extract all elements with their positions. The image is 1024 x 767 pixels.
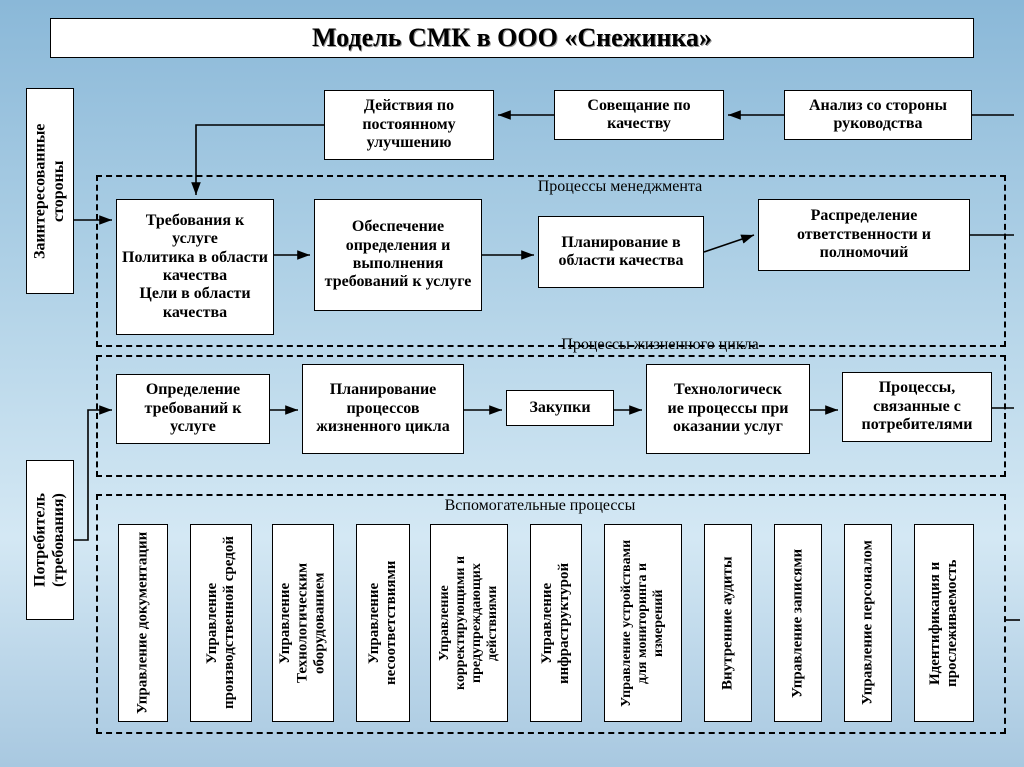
support-label-6: Управление устройствами для мониторинга … [619,529,667,717]
plan-label: Планирование процессов жизненного цикла [307,381,459,436]
support-region-label: Вспомогательные процессы [420,497,660,515]
support-box-6: Управление устройствами для мониторинга … [604,524,682,722]
diagram-title: Модель СМК в ООО «Снежинка» [50,18,974,58]
planning-label: Планирование в области качества [543,234,699,271]
responsibility-label: Распределение ответственности и полномоч… [763,207,965,262]
support-box-8: Управление записями [774,524,822,722]
support-box-7: Внутренние аудиты [704,524,752,722]
title-text: Модель СМК в ООО «Снежинка» [312,23,712,53]
define-box: Определение требований к услуге [116,374,270,444]
requirements-box: Требования к услуге Политика в области к… [116,199,274,335]
tech-box: Технологическ ие процессы при оказании у… [646,364,810,454]
tech-label: Технологическ ие процессы при оказании у… [651,381,805,436]
analysis-label: Анализ со стороны руководства [789,97,967,134]
support-label-1: Управление производственной средой [204,529,239,717]
support-label-4: Управление корректирующими и предупрежда… [437,529,501,717]
support-label-9: Управление персоналом [859,541,876,706]
improvement-label: Действия по постоянному улучшению [329,97,489,152]
support-box-0: Управление документации [118,524,168,722]
support-box-3: Управление несоответствиями [356,524,410,722]
support-box-9: Управление персоналом [844,524,892,722]
plan-box: Планирование процессов жизненного цикла [302,364,464,454]
support-label-7: Внутренние аудиты [719,556,736,690]
provision-label: Обеспечение определения и выполнения тре… [319,218,477,292]
support-label-5: Управление инфраструктурой [539,529,574,717]
improvement-box: Действия по постоянному улучшению [324,90,494,160]
support-label-2: Управление Технологическим оборудованием [277,529,329,717]
support-box-1: Управление производственной средой [190,524,252,722]
stakeholders-box: Заинтересованные стороны [26,88,74,294]
support-label-0: Управление документации [134,532,151,714]
management-region-label: Процессы менеджмента [520,178,720,196]
purchase-label: Закупки [529,399,590,417]
lifecycle-region-label: Процессы жизненного цикла [530,336,790,354]
support-box-2: Управление Технологическим оборудованием [272,524,334,722]
purchase-box: Закупки [506,390,614,426]
define-label: Определение требований к услуге [121,381,265,436]
planning-box: Планирование в области качества [538,216,704,288]
responsibility-box: Распределение ответственности и полномоч… [758,199,970,271]
support-box-5: Управление инфраструктурой [530,524,582,722]
analysis-box: Анализ со стороны руководства [784,90,972,140]
support-label-10: Идентификация и прослеживаемость [927,529,962,717]
meeting-box: Совещание по качеству [554,90,724,140]
support-label-3: Управление несоответствиями [366,529,401,717]
provision-box: Обеспечение определения и выполнения тре… [314,199,482,311]
support-box-4: Управление корректирующими и предупрежда… [430,524,508,722]
support-box-10: Идентификация и прослеживаемость [914,524,974,722]
requirements-label: Требования к услуге Политика в области к… [121,212,269,322]
consumer-proc-label: Процессы, связанные с потребителями [847,379,987,434]
support-label-8: Управление записями [789,548,806,697]
consumer-label: Потребитель (требования) [32,465,69,615]
consumer-proc-box: Процессы, связанные с потребителями [842,372,992,442]
consumer-box: Потребитель (требования) [26,460,74,620]
stakeholders-label: Заинтересованные стороны [32,93,69,289]
meeting-label: Совещание по качеству [559,97,719,134]
